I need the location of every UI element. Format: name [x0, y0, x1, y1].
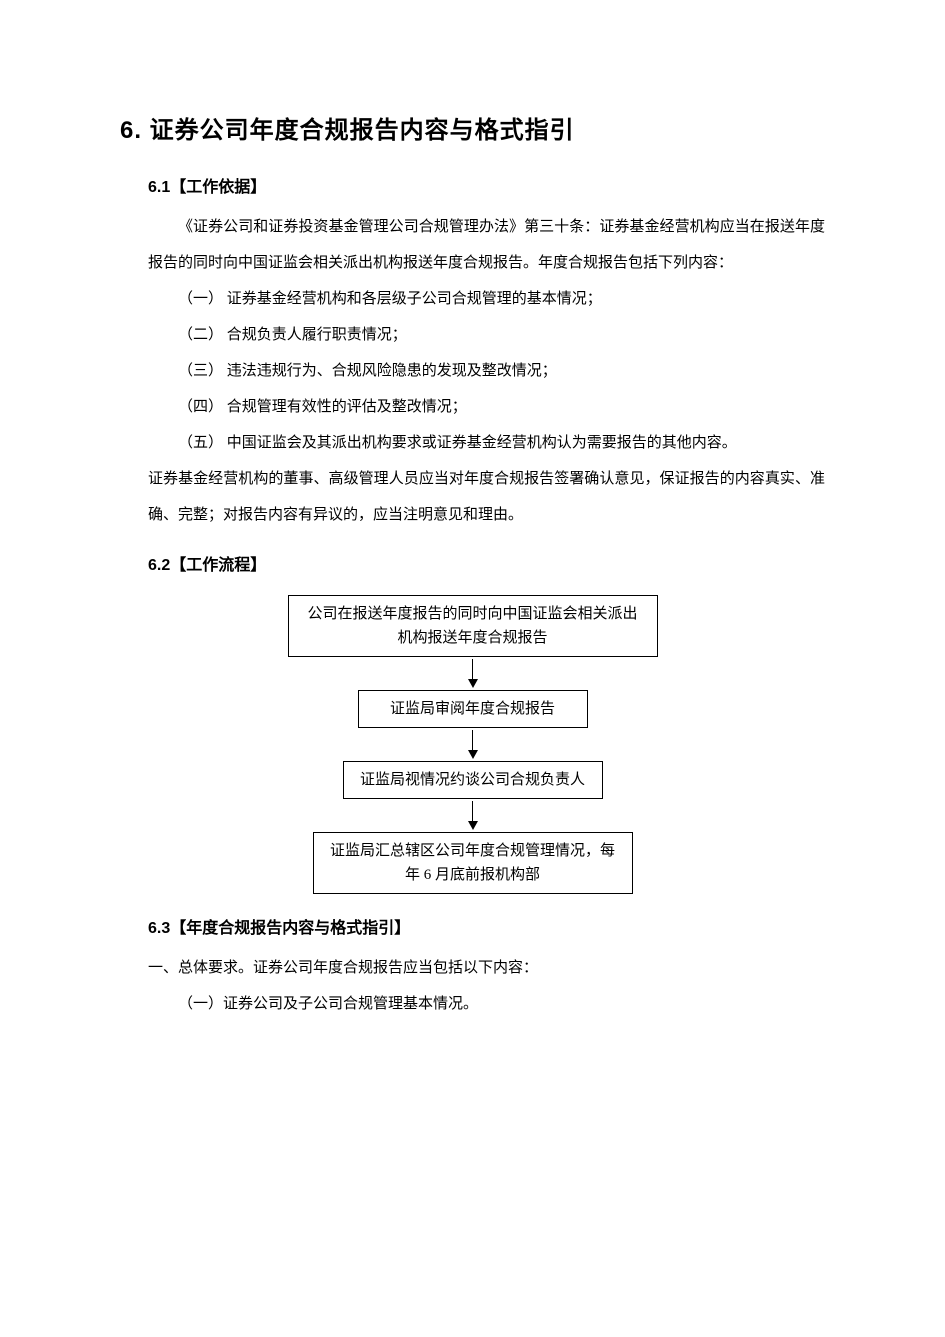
section-6-2-heading: 6.2【工作流程】	[148, 551, 825, 575]
list-item: （一）证券公司及子公司合规管理基本情况。	[148, 986, 825, 1022]
section-6-1-heading: 6.1【工作依据】	[148, 173, 825, 197]
section-6-3-lead: 一、总体要求。证券公司年度合规报告应当包括以下内容：	[148, 950, 825, 986]
list-item: （三） 违法违规行为、合规风险隐患的发现及整改情况；	[148, 353, 825, 389]
workflow-flowchart: 公司在报送年度报告的同时向中国证监会相关派出机构报送年度合规报告 证监局审阅年度…	[120, 595, 825, 894]
page-title: 6. 证券公司年度合规报告内容与格式指引	[120, 110, 825, 145]
flow-node: 公司在报送年度报告的同时向中国证监会相关派出机构报送年度合规报告	[288, 595, 658, 657]
section-6-1-closing: 证券基金经营机构的董事、高级管理人员应当对年度合规报告签署确认意见，保证报告的内…	[148, 461, 825, 533]
flow-arrow-icon	[468, 730, 478, 759]
list-item: （二） 合规负责人履行职责情况；	[148, 317, 825, 353]
flow-arrow-icon	[468, 659, 478, 688]
list-item: （一） 证券基金经营机构和各层级子公司合规管理的基本情况；	[148, 281, 825, 317]
section-6-1-intro: 《证券公司和证券投资基金管理公司合规管理办法》第三十条：证券基金经营机构应当在报…	[148, 209, 825, 281]
list-item: （四） 合规管理有效性的评估及整改情况；	[148, 389, 825, 425]
flow-node: 证监局汇总辖区公司年度合规管理情况，每年 6 月底前报机构部	[313, 832, 633, 894]
section-6-3-heading: 6.3【年度合规报告内容与格式指引】	[148, 914, 825, 938]
flow-arrow-icon	[468, 801, 478, 830]
list-item: （五） 中国证监会及其派出机构要求或证券基金经营机构认为需要报告的其他内容。	[148, 425, 825, 461]
flow-node: 证监局审阅年度合规报告	[358, 690, 588, 728]
flow-node: 证监局视情况约谈公司合规负责人	[343, 761, 603, 799]
